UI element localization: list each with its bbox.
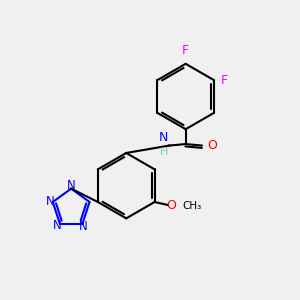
Text: F: F xyxy=(182,44,189,57)
Text: CH₃: CH₃ xyxy=(183,201,202,211)
Text: N: N xyxy=(45,195,54,208)
Text: O: O xyxy=(207,139,217,152)
Text: N: N xyxy=(67,179,76,192)
Text: F: F xyxy=(220,74,228,87)
Text: O: O xyxy=(166,199,176,212)
Text: H: H xyxy=(160,147,168,157)
Text: N: N xyxy=(158,131,168,144)
Text: N: N xyxy=(79,220,88,233)
Text: N: N xyxy=(53,219,62,232)
